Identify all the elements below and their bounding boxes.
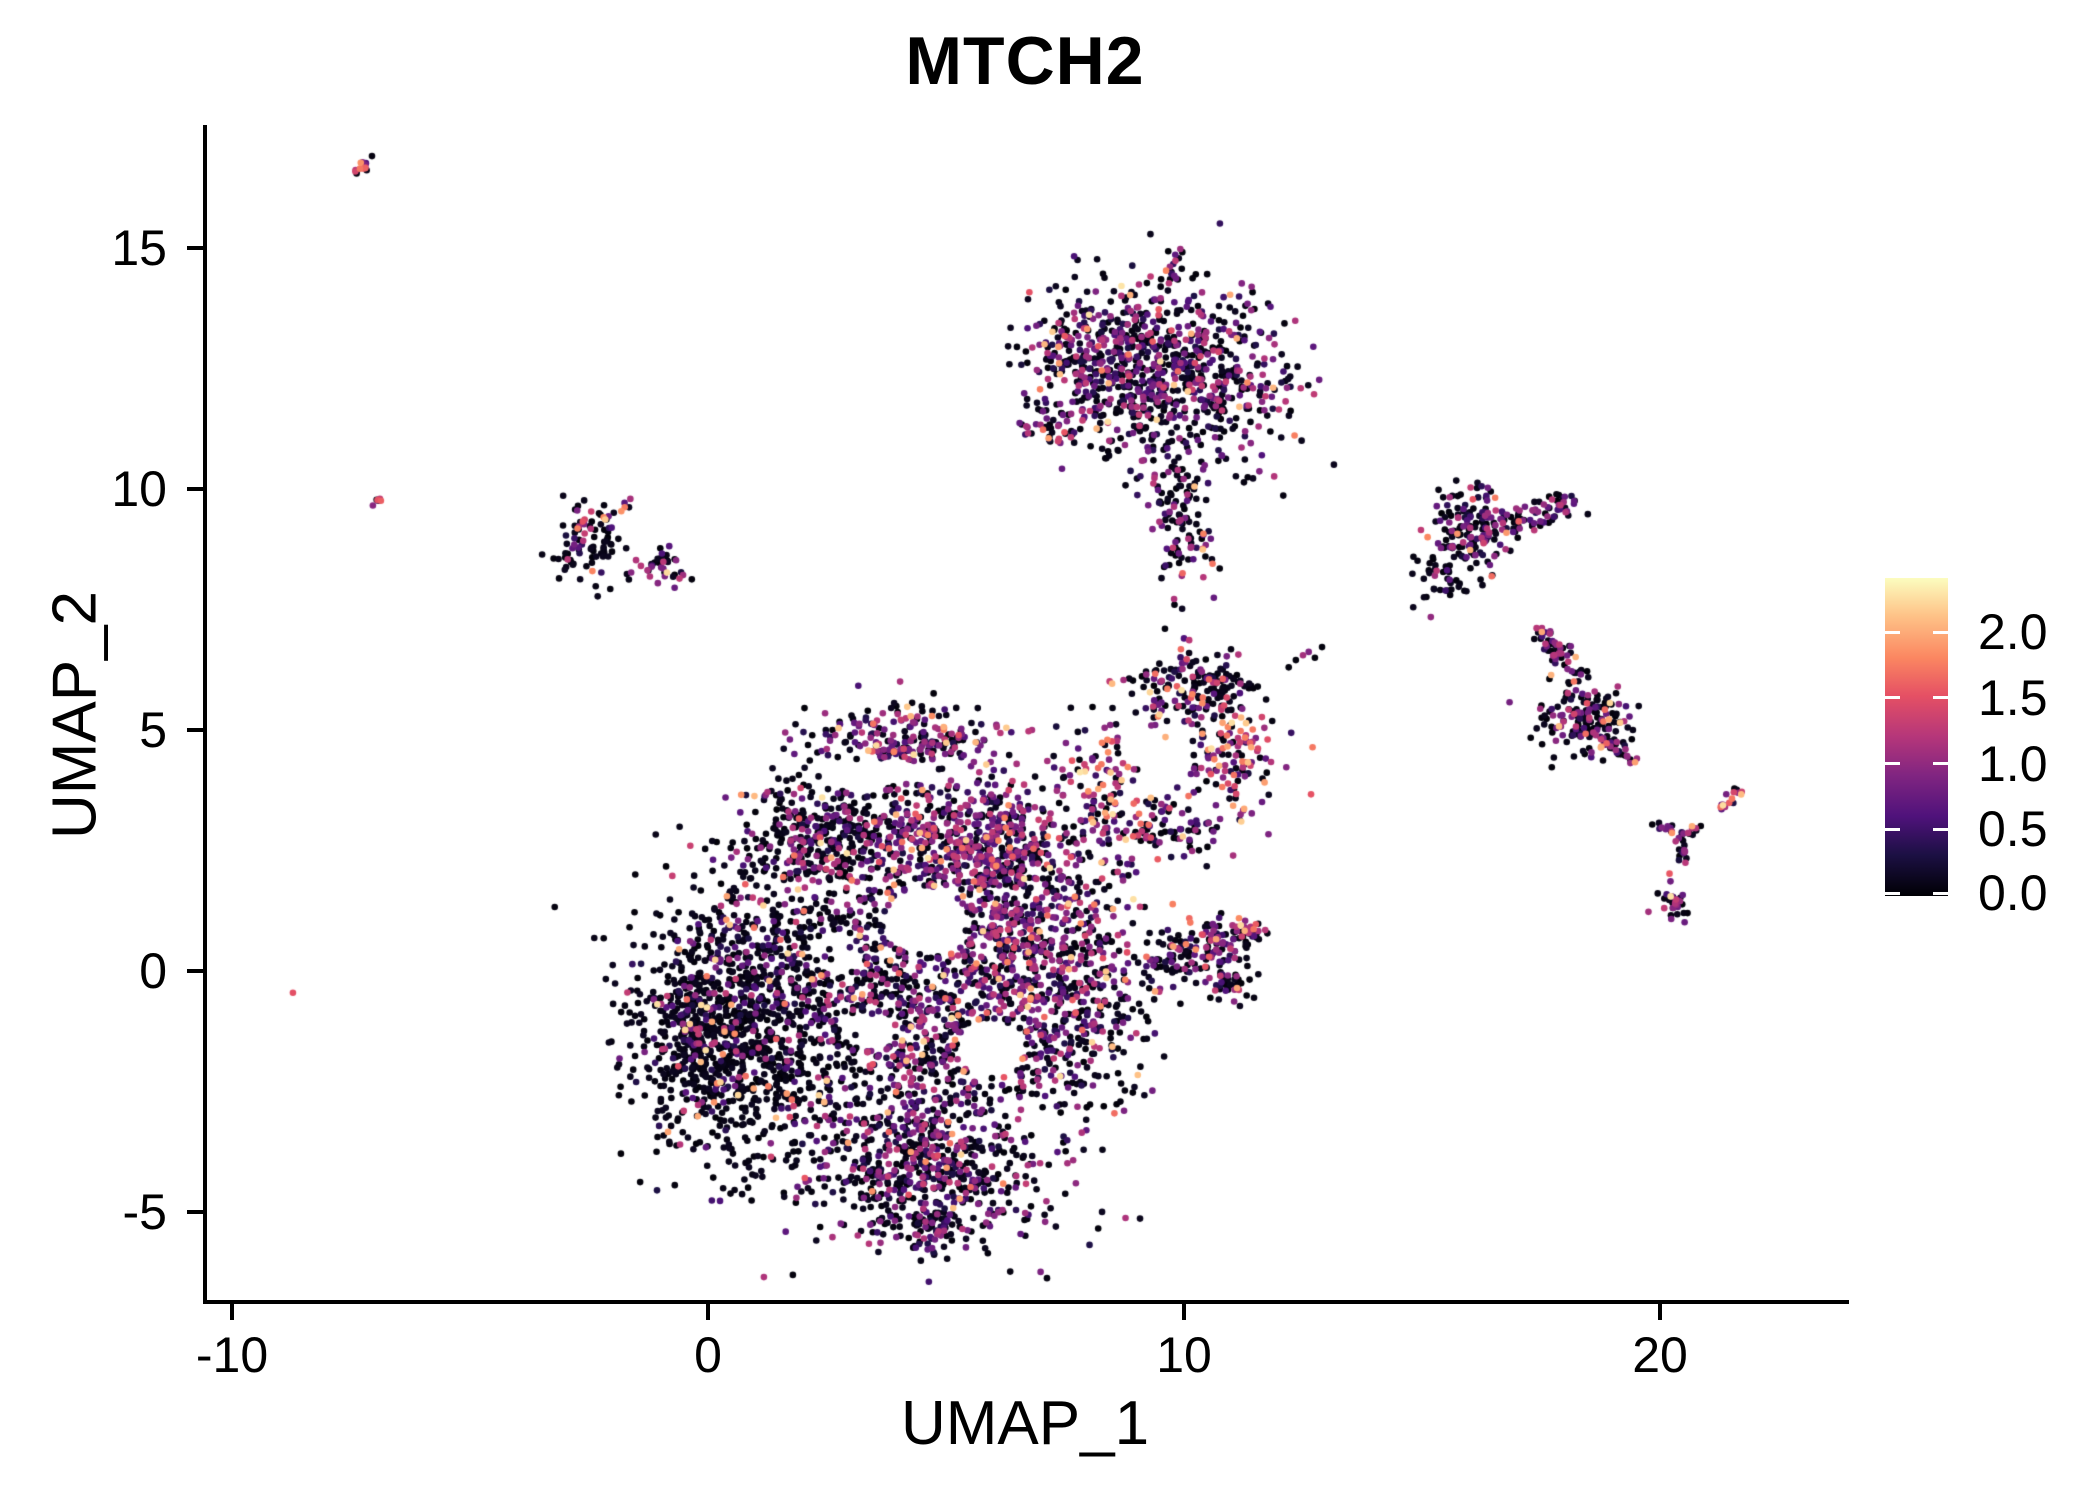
colorbar-tick-mark: [1885, 696, 1900, 700]
x-axis-tick-label: 20: [1632, 1327, 1688, 1383]
x-axis-tick-mark: [1658, 1304, 1662, 1320]
x-axis-tick-label: 0: [694, 1327, 722, 1383]
colorbar-tick-label: 0.0: [1978, 865, 2048, 921]
colorbar-gradient: [1885, 578, 1948, 896]
y-axis-line: [203, 125, 207, 1304]
colorbar-tick-mark: [1933, 827, 1948, 831]
y-axis-tick-mark: [187, 728, 203, 732]
colorbar-tick-mark: [1933, 891, 1948, 895]
colorbar-tick-label: 1.0: [1978, 735, 2048, 792]
y-axis-tick-label: 10: [111, 461, 167, 517]
x-axis-tick-mark: [1182, 1304, 1186, 1320]
colorbar-tick-label: 1.5: [1978, 669, 2048, 726]
y-axis-tick-label: 15: [111, 220, 167, 276]
colorbar-tick-mark: [1933, 696, 1948, 700]
y-axis-tick-mark: [187, 487, 203, 491]
colorbar-tick-mark: [1885, 762, 1900, 766]
colorbar-tick-label: 2.0: [1978, 604, 2048, 661]
y-axis-tick-mark: [187, 969, 203, 973]
y-axis-tick-label: -5: [122, 1184, 167, 1240]
x-axis-tick-label: 10: [1156, 1327, 1212, 1383]
x-axis-tick-mark: [230, 1304, 234, 1320]
colorbar-tick-mark: [1933, 630, 1948, 634]
colorbar-tick-mark: [1885, 827, 1900, 831]
y-axis-tick-mark: [187, 246, 203, 250]
x-axis-tick-mark: [706, 1304, 710, 1320]
colorbar-tick-mark: [1885, 630, 1900, 634]
y-axis-tick-mark: [187, 1210, 203, 1214]
colorbar-tick-mark: [1933, 762, 1948, 766]
x-axis-title: UMAP_1: [900, 1389, 1150, 1458]
colorbar-tick-label: 0.5: [1978, 801, 2048, 858]
colorbar-tick-mark: [1885, 891, 1900, 895]
y-axis-tick-label: 0: [139, 943, 167, 999]
x-axis-tick-label: -10: [195, 1327, 269, 1383]
x-axis-line: [203, 1300, 1849, 1304]
y-axis-tick-label: 5: [139, 702, 167, 758]
plot-title: MTCH2: [905, 23, 1145, 99]
